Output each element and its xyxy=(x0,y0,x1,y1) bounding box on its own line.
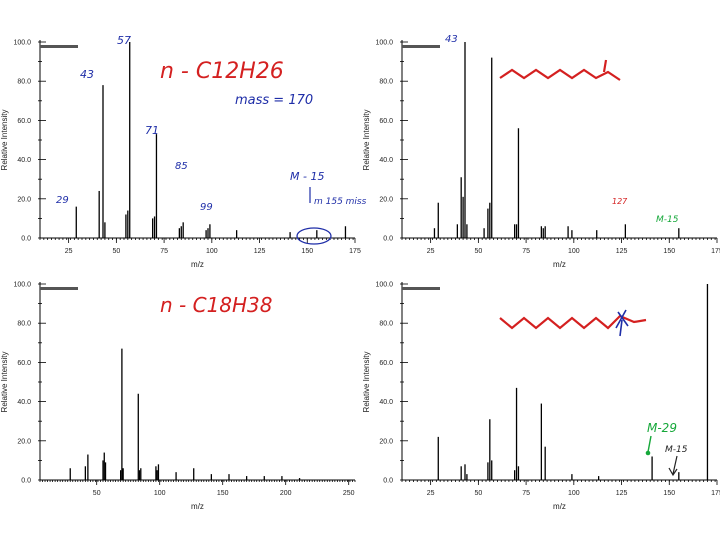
legend-swatch-2 xyxy=(402,45,440,48)
annotation-71: 71 xyxy=(145,124,159,137)
x-tick-label: 250 xyxy=(343,490,355,497)
formula-c18h38: n - C18H38 xyxy=(160,293,273,317)
y-tick-label: 40.0 xyxy=(17,157,31,164)
spectrum-panel-4: 25 50 75 100 125 150 175 0.0 20.0 40.0 60.0 80.0 100… xyxy=(362,282,720,512)
arrow-m-15 xyxy=(668,455,678,477)
x-axis-label: m/z xyxy=(191,502,204,511)
x-tick-label: 125 xyxy=(254,248,266,255)
y-tick-label: 80.0 xyxy=(379,321,393,328)
y-tick-label: 100.0 xyxy=(375,282,393,289)
annotation-29: 29 xyxy=(56,195,69,206)
x-tick-label: 100 xyxy=(206,248,218,255)
x-tick-label: 175 xyxy=(349,248,361,255)
x-tick-label: 50 xyxy=(93,490,101,497)
x-axis-label: m/z xyxy=(553,502,566,511)
x-tick-label: 100 xyxy=(154,490,166,497)
x-tick-label: 25 xyxy=(427,248,435,255)
annotation-43-p2: 43 xyxy=(445,34,458,45)
spectrum-panel-1: 25 50 75 100 125 150 175 0.0 20.0 40.0 60.0 80.0 100… xyxy=(0,40,361,270)
x-axis-label: m/z xyxy=(553,260,566,269)
annotation-m155-miss: m 155 miss xyxy=(314,197,367,207)
zigzag-molecule-2 xyxy=(499,314,647,330)
y-tick-label: 20.0 xyxy=(379,196,393,203)
y-tick-label: 80.0 xyxy=(17,321,31,328)
formula-c12h26: n - C12H26 xyxy=(160,59,284,84)
x-tick-label: 150 xyxy=(663,248,675,255)
y-tick-label: 80.0 xyxy=(379,79,393,86)
x-tick-label: 50 xyxy=(112,248,120,255)
x-axis-label: m/z xyxy=(191,260,204,269)
x-tick-label: 75 xyxy=(522,490,530,497)
x-tick-label: 100 xyxy=(568,490,580,497)
y-tick-label: 20.0 xyxy=(17,196,31,203)
x-tick-label: 150 xyxy=(663,490,675,497)
annotation-99: 99 xyxy=(200,202,213,213)
x-tick-label: 175 xyxy=(711,490,720,497)
y-tick-label: 20.0 xyxy=(379,438,393,445)
spectrum-panel-3: 50 100 150 200 250 0.0 20.0 40.0 60.0 80.0 100.0 m/… xyxy=(0,282,356,511)
annotation-m-29: M-29 xyxy=(647,421,677,435)
x-tick-label: 75 xyxy=(160,248,168,255)
x-tick-label: 175 xyxy=(711,248,720,255)
spectrum-panel-2: 25 50 75 100 125 150 175 0.0 20.0 40.0 60.0 80.0 100… xyxy=(362,40,720,270)
y-tick-label: 40.0 xyxy=(379,399,393,406)
x-tick-label: 100 xyxy=(568,248,580,255)
annotation-127: 127 xyxy=(612,197,628,206)
x-tick-label: 125 xyxy=(616,248,628,255)
annotation-m-15-green: M-15 xyxy=(656,215,679,225)
y-tick-label: 40.0 xyxy=(379,157,393,164)
y-tick-label: 0.0 xyxy=(383,236,393,243)
y-tick-label: 60.0 xyxy=(379,360,393,367)
x-tick-label: 25 xyxy=(427,490,435,497)
annotation-m-minus-15: M - 15 xyxy=(290,170,324,183)
zigzag-branch-1 xyxy=(602,59,608,73)
y-axis-label: Relative Intensity xyxy=(0,110,9,171)
cleavage-mark xyxy=(615,309,629,337)
x-tick-label: 125 xyxy=(616,490,628,497)
y-tick-label: 80.0 xyxy=(17,79,31,86)
y-tick-label: 100.0 xyxy=(13,282,31,289)
y-tick-label: 0.0 xyxy=(383,478,393,485)
y-tick-label: 40.0 xyxy=(17,399,31,406)
y-tick-label: 60.0 xyxy=(17,360,31,367)
y-axis-label: Relative Intensity xyxy=(0,352,9,413)
y-tick-label: 60.0 xyxy=(17,118,31,125)
annotation-85: 85 xyxy=(175,161,188,172)
y-tick-label: 100.0 xyxy=(375,40,393,47)
y-tick-label: 100.0 xyxy=(13,40,31,47)
annotation-57: 57 xyxy=(117,34,131,47)
x-tick-label: 150 xyxy=(217,490,229,497)
x-tick-label: 25 xyxy=(65,248,73,255)
x-tick-label: 50 xyxy=(474,490,482,497)
x-tick-label: 200 xyxy=(280,490,292,497)
legend-swatch-1 xyxy=(40,45,78,48)
circle-highlight xyxy=(296,227,332,245)
arrow-dot-m-29 xyxy=(645,450,651,456)
x-tick-label: 75 xyxy=(522,248,530,255)
annotation-m-15-black: M-15 xyxy=(665,445,688,455)
y-tick-label: 60.0 xyxy=(379,118,393,125)
y-axis-label: Relative Intensity xyxy=(362,352,371,413)
legend-swatch-3 xyxy=(40,287,78,290)
y-tick-label: 0.0 xyxy=(21,236,31,243)
y-tick-label: 20.0 xyxy=(17,438,31,445)
legend-swatch-4 xyxy=(402,287,440,290)
y-tick-label: 0.0 xyxy=(21,478,31,485)
x-tick-label: 50 xyxy=(474,248,482,255)
y-axis-label: Relative Intensity xyxy=(362,110,371,171)
zigzag-molecule-1 xyxy=(499,68,621,81)
arrow-m-29 xyxy=(647,435,652,453)
annotation-43: 43 xyxy=(80,68,94,81)
annotation-mass-170: mass = 170 xyxy=(235,93,313,108)
x-tick-label: 150 xyxy=(301,248,313,255)
